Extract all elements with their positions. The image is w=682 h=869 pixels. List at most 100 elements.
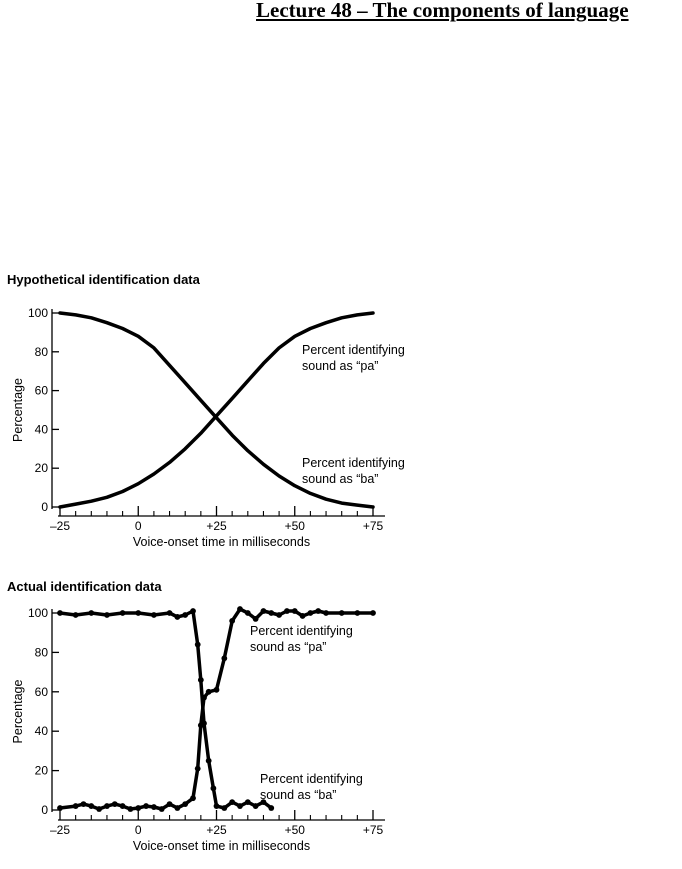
data-point <box>221 805 228 811</box>
data-point <box>182 612 189 618</box>
series-label-line: Percent identifying <box>250 624 353 638</box>
y-tick-label: 80 <box>35 345 49 359</box>
series-label-1: Percent identifying sound as “ba” <box>302 456 405 486</box>
data-point <box>201 720 207 727</box>
data-point <box>72 803 79 809</box>
data-point <box>205 688 212 695</box>
chart-title-hypothetical: Hypothetical identification data <box>7 272 200 287</box>
data-point <box>96 806 103 812</box>
data-point <box>135 805 142 811</box>
y-tick-label: 60 <box>35 384 49 398</box>
data-point <box>284 608 290 614</box>
data-point <box>143 803 149 809</box>
data-point <box>210 785 217 792</box>
data-point <box>194 765 201 772</box>
data-point <box>323 610 329 616</box>
data-point <box>166 801 173 807</box>
data-point <box>221 655 228 662</box>
y-tick-label: 0 <box>41 803 48 817</box>
data-point <box>57 805 63 811</box>
data-point <box>268 805 275 811</box>
data-point <box>315 608 322 614</box>
data-point <box>151 612 157 618</box>
series-label-line: Percent identifying <box>302 343 405 357</box>
x-tick-label: +75 <box>363 519 384 533</box>
data-point <box>119 610 126 616</box>
data-point <box>291 608 298 614</box>
data-point <box>88 803 95 809</box>
data-point <box>244 799 251 806</box>
data-point <box>229 799 236 806</box>
data-point <box>370 610 376 616</box>
data-point <box>190 795 196 802</box>
x-tick-label: 0 <box>135 519 142 533</box>
data-point <box>252 803 259 809</box>
data-point <box>57 610 63 616</box>
series-label-line: Percent identifying <box>260 772 363 786</box>
y-tick-label: 20 <box>35 764 49 778</box>
data-point <box>268 610 275 616</box>
data-point <box>260 608 267 614</box>
data-point <box>119 803 126 809</box>
x-tick-label: +25 <box>206 823 227 837</box>
data-point <box>158 806 165 812</box>
data-point <box>229 617 236 624</box>
y-tick-label: 100 <box>28 306 48 320</box>
data-point <box>205 757 212 764</box>
x-tick-label: –25 <box>50 519 70 533</box>
y-tick-label: 100 <box>28 606 48 620</box>
data-point <box>190 608 196 614</box>
data-point <box>182 801 189 807</box>
data-point <box>174 614 181 620</box>
data-point <box>72 612 79 618</box>
x-axis-label: Voice-onset time in milliseconds <box>133 535 310 549</box>
y-tick-label: 40 <box>35 422 49 436</box>
series-label-line: sound as “ba” <box>302 472 378 486</box>
data-point <box>237 803 243 809</box>
y-tick-label: 40 <box>35 724 49 738</box>
data-point <box>135 610 142 616</box>
data-point <box>104 803 110 809</box>
x-tick-label: +25 <box>206 519 227 533</box>
data-point <box>237 606 243 612</box>
y-axis-label: Percentage <box>11 378 25 442</box>
data-point <box>166 610 173 616</box>
data-point <box>151 804 157 810</box>
series-label-line: sound as “pa” <box>302 359 378 373</box>
data-point <box>299 613 306 619</box>
series-label-line: sound as “pa” <box>250 640 326 654</box>
data-point <box>174 805 181 811</box>
series-line-1 <box>58 609 274 810</box>
data-point <box>338 610 345 616</box>
data-point <box>252 616 259 622</box>
data-point <box>276 612 282 618</box>
series-label-0: Percent identifying sound as “pa” <box>302 343 405 373</box>
x-tick-label: –25 <box>50 823 70 837</box>
y-tick-label: 20 <box>35 461 49 475</box>
series-label-line: sound as “ba” <box>260 788 336 802</box>
data-point <box>260 799 267 806</box>
chart-title-actual: Actual identification data <box>7 579 162 594</box>
data-point <box>194 641 201 648</box>
data-point <box>354 610 361 616</box>
x-tick-label: 0 <box>135 823 142 837</box>
data-point <box>127 806 134 812</box>
data-point <box>80 801 87 807</box>
series-label-0: Percent identifying sound as “pa” <box>250 624 353 654</box>
y-tick-label: 80 <box>35 645 49 659</box>
lecture-title: Lecture 48 – The components of language <box>256 0 629 22</box>
x-axis-label: Voice-onset time in milliseconds <box>133 839 310 853</box>
x-tick-label: +75 <box>363 823 384 837</box>
series-line-1 <box>58 311 375 509</box>
series-label-line: Percent identifying <box>302 456 405 470</box>
data-point <box>88 610 95 616</box>
x-tick-label: +50 <box>285 519 306 533</box>
data-point <box>213 803 220 809</box>
data-point <box>111 801 118 807</box>
data-point <box>197 677 204 683</box>
data-point <box>244 610 251 616</box>
y-tick-label: 60 <box>35 685 49 699</box>
x-tick-label: +50 <box>285 823 306 837</box>
